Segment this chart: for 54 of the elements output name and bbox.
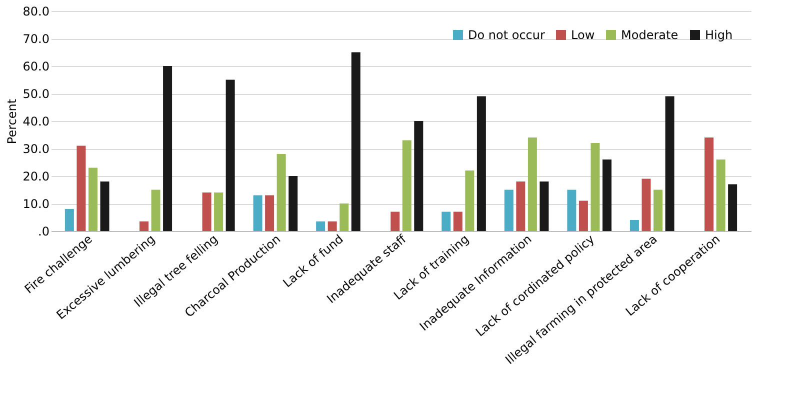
bar (139, 221, 148, 231)
bar (214, 192, 224, 231)
y-tick-label: 20.0 (22, 170, 50, 184)
legend-label: Moderate (621, 28, 678, 42)
bar (163, 66, 172, 231)
bar (288, 176, 298, 231)
bar (654, 190, 663, 231)
y-tick-label: 70.0 (22, 32, 50, 46)
bar (276, 154, 286, 231)
bar (728, 184, 738, 231)
bar (540, 182, 549, 231)
bar (76, 146, 86, 231)
bar (642, 178, 651, 231)
bar (465, 170, 474, 231)
bar (602, 160, 612, 231)
y-tick-label: 50.0 (22, 87, 50, 101)
bar (64, 209, 74, 231)
bar (630, 220, 639, 231)
bar (402, 140, 412, 231)
bar (414, 121, 424, 231)
bar (265, 195, 274, 231)
bar (88, 168, 98, 231)
bar (100, 182, 110, 231)
bar (151, 190, 160, 231)
y-axis-title: Percent (4, 98, 19, 144)
bar (567, 190, 576, 231)
y-tick-label: .0 (38, 224, 50, 238)
bar (590, 143, 600, 231)
bar (351, 52, 360, 231)
legend-label: Low (571, 28, 595, 42)
bar (442, 212, 451, 231)
y-tick-label: 30.0 (22, 142, 50, 156)
y-tick-label: 60.0 (22, 60, 50, 74)
bar (704, 138, 714, 231)
bar (453, 212, 462, 231)
y-tick-label: 40.0 (22, 114, 50, 128)
legend-label: High (705, 28, 733, 42)
bar (390, 212, 400, 231)
y-tick-label: 80.0 (22, 4, 50, 18)
bar (328, 221, 337, 231)
bar (504, 190, 514, 231)
legend-label: Do not occur (468, 28, 546, 42)
bar (253, 195, 262, 231)
y-tick-label: 10.0 (22, 197, 50, 211)
bar (202, 192, 212, 231)
bar (578, 200, 588, 231)
bar (476, 96, 486, 231)
bar (528, 138, 537, 231)
bar (716, 160, 726, 231)
bar (665, 96, 674, 231)
bar (516, 182, 526, 231)
bar (340, 204, 349, 231)
bar (226, 80, 235, 231)
bar (316, 221, 326, 231)
